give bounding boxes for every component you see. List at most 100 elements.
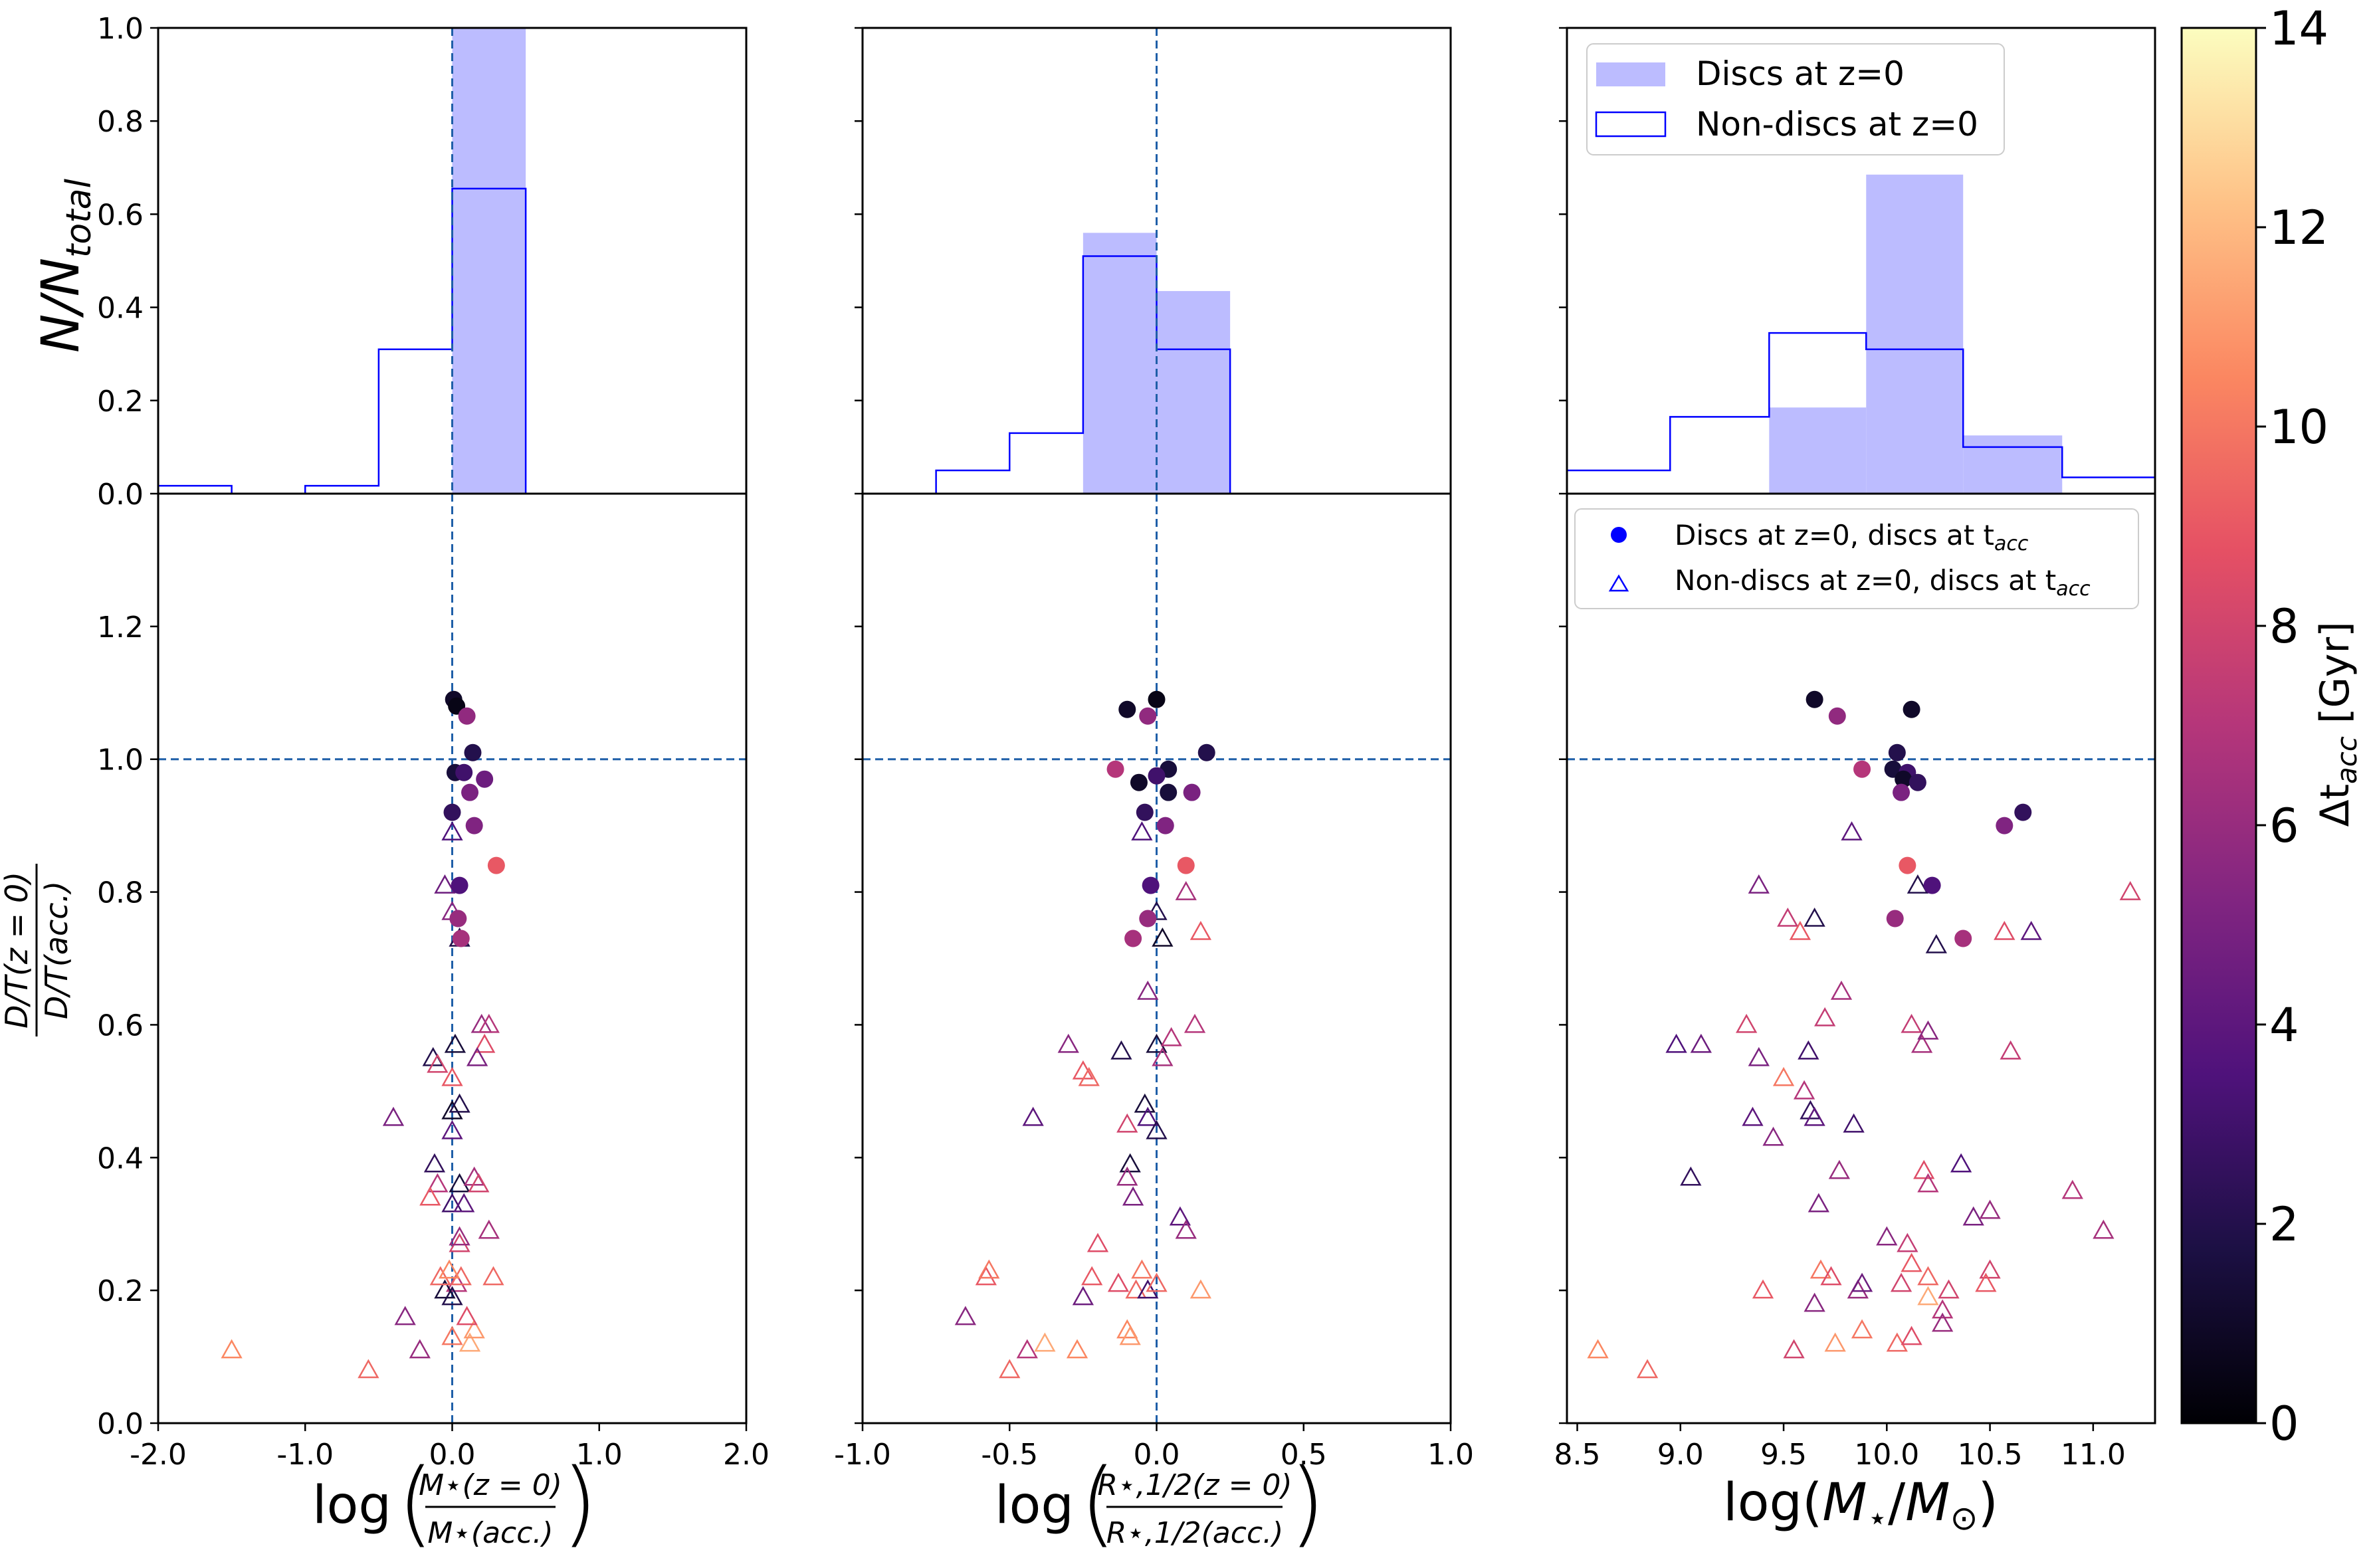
scatter-y-tick-label: 0.0 <box>97 1407 144 1441</box>
x-tick-label: 0.0 <box>429 1438 476 1472</box>
disc-point <box>1148 767 1166 785</box>
nondisc-point <box>441 1286 463 1306</box>
nondisc-point <box>1134 1093 1156 1113</box>
disc-point <box>1899 856 1916 874</box>
x-tick-label: 0.0 <box>1134 1438 1180 1472</box>
nondisc-point <box>1772 1066 1795 1086</box>
scatter-y-tick-label: 0.6 <box>97 1009 144 1042</box>
nondisc-point <box>1901 1252 1922 1272</box>
nondisc-point <box>419 1186 441 1206</box>
nondisc-point <box>1175 1219 1197 1239</box>
nondisc-point <box>463 1319 485 1339</box>
nondisc-point <box>1932 1312 1954 1332</box>
disc-point <box>1160 783 1178 801</box>
nondisc-point <box>999 1359 1021 1379</box>
hist-nondisc-step <box>158 187 527 494</box>
scatter-y-tick-label: 1.0 <box>97 743 144 777</box>
disc-point <box>1177 856 1195 874</box>
nondisc-point <box>2119 881 2141 900</box>
nondisc-point <box>1146 1272 1168 1292</box>
nondisc-point <box>1160 1027 1182 1046</box>
disc-point <box>1183 783 1201 801</box>
nondisc-point <box>1975 1272 1997 1292</box>
hist-y-tick-label: 1.0 <box>97 12 144 46</box>
nondisc-point <box>1736 1013 1758 1033</box>
nondisc-point <box>1184 1013 1206 1033</box>
nondisc-point <box>1851 1272 1873 1292</box>
panel-radius-ratio: -1.0 -0.5 0.0 0.5 1.0 <box>834 27 1474 1472</box>
x-tick-label: 9.5 <box>1760 1438 1807 1472</box>
nondisc-point <box>1748 1046 1770 1066</box>
nondisc-point <box>1107 1272 1130 1292</box>
nondisc-point <box>1086 1232 1109 1252</box>
hist-disc-bar <box>1769 407 1867 494</box>
nondisc-point <box>482 1266 504 1286</box>
disc-point <box>465 817 483 834</box>
hist-disc-bar <box>1963 435 2063 494</box>
hist-disc-bar <box>1156 291 1231 494</box>
nondisc-point <box>1169 1206 1191 1226</box>
svg-text:(: ( <box>397 1449 434 1557</box>
nondisc-point <box>1131 1259 1153 1279</box>
legend-disc-marker <box>1611 527 1627 543</box>
x-tick-label: -1.0 <box>834 1438 891 1472</box>
nondisc-point <box>1057 1033 1079 1053</box>
svg-text:log: log <box>312 1476 391 1535</box>
nondisc-point <box>1962 1206 1984 1226</box>
scatter-legend-box <box>1574 508 2139 609</box>
scatter-y-tick-label: 0.8 <box>97 876 144 910</box>
nondisc-point <box>423 1153 446 1173</box>
scatter-y-tick-label: 0.2 <box>97 1274 144 1308</box>
scatter-radius-ratio <box>863 494 1451 1423</box>
disc-point <box>1118 700 1136 718</box>
nondisc-point <box>1798 1040 1819 1060</box>
nondisc-point <box>1804 1106 1825 1126</box>
svg-text:(: ( <box>1080 1449 1116 1557</box>
x-tick-label: 10.5 <box>1958 1438 2023 1472</box>
disc-point <box>455 763 473 781</box>
nondisc-point <box>1680 1166 1702 1186</box>
nondisc-point <box>453 1193 475 1213</box>
disc-point <box>1996 817 2014 834</box>
nondisc-point <box>468 1173 490 1193</box>
svg-text:R⋆,1/2(z = 0): R⋆,1/2(z = 0) <box>1097 1468 1292 1502</box>
hist-nondisc-step <box>1567 332 2155 478</box>
scatter-stellar-mass <box>1567 690 2155 1379</box>
nondisc-point <box>1917 1020 1939 1040</box>
scatter-ylabel-num: D/T(z = 0) <box>0 872 35 1029</box>
nondisc-point <box>1807 1193 1829 1213</box>
nondisc-point <box>1110 1040 1132 1060</box>
nondisc-point <box>1814 1007 1836 1027</box>
legend-scatter-nondiscs-label: Non-discs at z=0, discs at tacc <box>1675 564 2091 601</box>
disc-point <box>1954 930 1972 947</box>
histogram-stellar-mass <box>1567 174 2155 494</box>
scatter-legend: Discs at z=0, discs at tacc Non-discs at… <box>1574 508 2139 609</box>
x-tick-label: 9.0 <box>1657 1438 1704 1472</box>
hist-y-tick-label: 0.0 <box>97 478 144 512</box>
nondisc-point <box>2020 920 2042 940</box>
disc-point <box>464 743 482 761</box>
disc-point <box>449 910 467 928</box>
disc-point <box>1853 760 1871 778</box>
nondisc-point <box>1793 1080 1815 1100</box>
disc-point <box>1142 876 1160 894</box>
histogram-mass-ratio <box>158 28 527 494</box>
disc-point <box>1806 690 1823 708</box>
nondisc-point <box>1994 920 2015 940</box>
nondisc-point <box>1913 1159 1935 1179</box>
disc-point <box>1828 707 1846 725</box>
nondisc-point <box>975 1266 997 1286</box>
nondisc-point <box>1910 1033 1933 1053</box>
hist-disc-bar <box>452 28 526 494</box>
nondisc-point <box>1890 1272 1912 1292</box>
nondisc-point <box>1938 1279 1960 1299</box>
nondisc-point <box>1804 907 1825 927</box>
nondisc-point <box>1841 821 1863 840</box>
nondisc-point <box>1016 1339 1038 1359</box>
svg-text:M⋆(z = 0): M⋆(z = 0) <box>419 1468 562 1502</box>
nondisc-point <box>1917 1286 1939 1306</box>
nondisc-point <box>441 1193 463 1213</box>
nondisc-point <box>394 1306 416 1325</box>
hist-legend-box <box>1586 43 2005 155</box>
nondisc-point <box>1137 1106 1159 1126</box>
